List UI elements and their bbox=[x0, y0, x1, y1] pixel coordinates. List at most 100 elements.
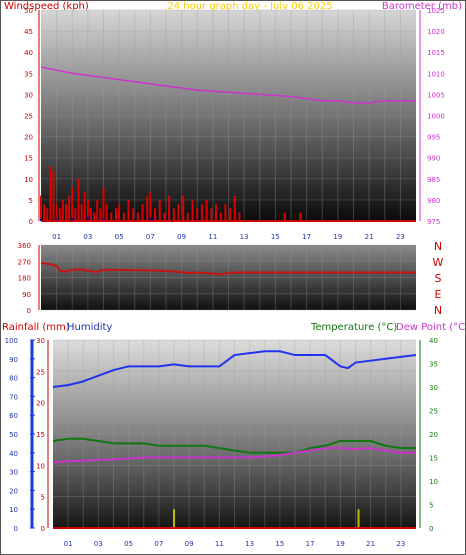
rain-tick-label: 30 bbox=[36, 337, 45, 345]
wind-tick-label: 40 bbox=[24, 49, 33, 57]
wind-bar bbox=[224, 204, 227, 221]
wind-bar bbox=[52, 170, 55, 221]
rain-tick-label: 15 bbox=[36, 431, 45, 439]
temperature-axis-label: Temperature (°C) bbox=[310, 322, 397, 333]
wind-bar bbox=[141, 204, 144, 221]
barometer-tick-label: 990 bbox=[427, 155, 440, 163]
hour-tick-label: 15 bbox=[271, 233, 280, 241]
compass-label: N bbox=[434, 240, 442, 253]
hour-tick-label: 13 bbox=[245, 540, 254, 548]
wind-bar bbox=[122, 212, 125, 221]
wind-bar bbox=[86, 199, 89, 221]
hour-tick-label: 11 bbox=[208, 233, 217, 241]
wind-bar bbox=[132, 208, 135, 221]
wind-bar bbox=[200, 204, 203, 221]
wind-bar bbox=[146, 195, 149, 221]
wind-bar bbox=[233, 195, 236, 221]
humidity-tick-label: 80 bbox=[9, 375, 18, 383]
humidity-tick-label: 10 bbox=[9, 506, 18, 514]
wind-tick-label: 25 bbox=[24, 113, 33, 121]
windspeed-title: Windspeed (kph) bbox=[4, 1, 89, 12]
wind-avg-bar bbox=[196, 218, 199, 221]
wind-bar bbox=[283, 212, 286, 221]
wind-bar bbox=[127, 199, 130, 221]
direction-tick-label: 180 bbox=[18, 275, 31, 283]
wind-avg-bar bbox=[40, 218, 42, 221]
wind-bar bbox=[182, 195, 185, 221]
wind-bar bbox=[58, 208, 61, 221]
wind-bar bbox=[191, 199, 194, 221]
humidity-tick-label: 60 bbox=[9, 412, 18, 420]
wind-bar bbox=[110, 212, 113, 221]
barometer-tick-label: 1010 bbox=[427, 70, 445, 78]
direction-tick-label: 270 bbox=[18, 258, 31, 266]
rain-tick-label: 10 bbox=[36, 462, 45, 470]
temperature-tick-label: 15 bbox=[429, 455, 438, 463]
wind-bar bbox=[238, 212, 241, 221]
humidity-tick-label: 0 bbox=[14, 525, 18, 533]
barometer-tick-label: 1015 bbox=[427, 49, 445, 57]
dewpoint-line bbox=[52, 447, 416, 464]
wind-bar bbox=[49, 166, 52, 221]
hour-tick-label: 19 bbox=[336, 540, 345, 548]
hour-tick-label: 19 bbox=[333, 233, 342, 241]
hour-tick-label: 07 bbox=[146, 233, 155, 241]
rain-tick-label: 25 bbox=[36, 368, 45, 376]
barometer-tick-label: 995 bbox=[427, 134, 440, 142]
temperature-tick-label: 5 bbox=[429, 502, 433, 510]
wind-tick-label: 50 bbox=[24, 7, 33, 15]
temperature-tick-label: 35 bbox=[429, 361, 438, 369]
wind-bar bbox=[215, 204, 217, 221]
temperature-tick-label: 0 bbox=[429, 525, 433, 533]
wind-bar bbox=[149, 191, 152, 221]
wind-tick-label: 45 bbox=[24, 28, 33, 36]
wind-avg-bar bbox=[71, 218, 74, 221]
wind-tick-label: 20 bbox=[24, 134, 33, 142]
wind-bar bbox=[43, 204, 46, 221]
hour-tick-label: 01 bbox=[52, 233, 61, 241]
wind-tick-label: 10 bbox=[24, 176, 33, 184]
wind-bar bbox=[83, 191, 86, 221]
wind-tick-label: 30 bbox=[24, 91, 33, 99]
humidity-line bbox=[52, 350, 417, 388]
wind-bar bbox=[163, 212, 166, 221]
wind-bar bbox=[118, 204, 121, 221]
wind-bar bbox=[115, 208, 117, 221]
wind-bar bbox=[172, 208, 175, 221]
barometer-tick-label: 980 bbox=[427, 197, 440, 205]
wind-bar bbox=[158, 199, 161, 221]
barometer-tick-label: 1000 bbox=[427, 113, 445, 121]
wind-panel bbox=[41, 10, 416, 221]
wind-bar bbox=[196, 208, 199, 221]
rain-tick-label: 5 bbox=[41, 494, 45, 502]
humidity-tick-label: 30 bbox=[9, 469, 18, 477]
wind-direction-line bbox=[40, 261, 416, 276]
wind-bar bbox=[65, 204, 67, 221]
hour-tick-label: 23 bbox=[396, 540, 405, 548]
barometer-tick-label: 1005 bbox=[427, 91, 445, 99]
direction-tick-label: 0 bbox=[27, 307, 31, 315]
wind-bar bbox=[229, 208, 232, 221]
humidity-tick-label: 90 bbox=[9, 356, 18, 364]
hour-tick-label: 13 bbox=[240, 233, 249, 241]
hour-tick-label: 05 bbox=[115, 233, 124, 241]
wind-tick-label: 15 bbox=[24, 155, 33, 163]
hour-tick-label: 21 bbox=[365, 233, 374, 241]
wind-bar bbox=[205, 199, 208, 221]
rainfall-axis-label: Rainfall (mm) bbox=[2, 322, 70, 333]
hour-tick-label: 03 bbox=[83, 233, 92, 241]
wind-bar bbox=[186, 212, 189, 221]
direction-tick-label: 90 bbox=[22, 291, 31, 299]
wind-bar bbox=[99, 208, 102, 221]
wind-bar bbox=[90, 208, 92, 221]
humidity-tick-label: 70 bbox=[9, 393, 18, 401]
barometer-tick-label: 1020 bbox=[427, 28, 445, 36]
rain-tick-label: 0 bbox=[41, 525, 45, 533]
wind-bar bbox=[61, 199, 64, 221]
wind-bar bbox=[105, 204, 108, 221]
temperature-tick-label: 10 bbox=[429, 478, 438, 486]
humidity-tick-label: 20 bbox=[9, 487, 18, 495]
wind-bar bbox=[77, 178, 80, 221]
hour-tick-label: 03 bbox=[94, 540, 103, 548]
